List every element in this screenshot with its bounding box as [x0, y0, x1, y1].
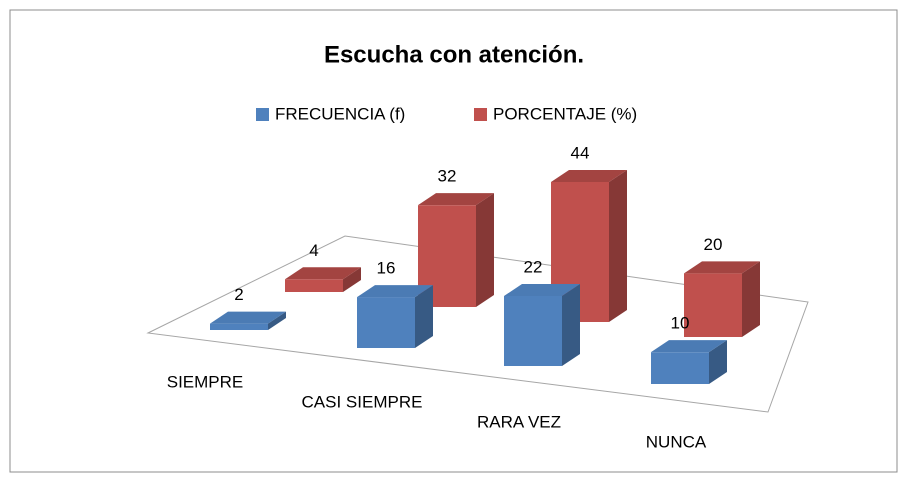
data-label: 2 [234, 285, 243, 304]
bar-side [415, 285, 433, 348]
chart-title: Escucha con atención. [324, 41, 584, 68]
data-label: 22 [524, 257, 543, 276]
bar-top [418, 193, 494, 206]
bar-side [343, 267, 361, 292]
bar-front [651, 352, 709, 384]
data-label: 20 [704, 235, 723, 254]
category-label: SIEMPRE [167, 372, 244, 391]
bar [684, 261, 760, 337]
bar-front [504, 296, 562, 366]
legend-label: FRECUENCIA (f) [275, 104, 405, 123]
bar-front [210, 323, 268, 330]
bar [651, 340, 727, 384]
bar-top [210, 311, 286, 324]
bar-side [268, 311, 286, 330]
bar-front [684, 273, 742, 337]
data-label: 44 [571, 143, 590, 162]
bar-front [357, 297, 415, 348]
bar-side [709, 340, 727, 384]
legend-label: PORCENTAJE (%) [493, 104, 637, 123]
bar-top [285, 267, 361, 280]
data-label: 10 [671, 314, 690, 333]
bar-side [562, 284, 580, 366]
bar-side [742, 261, 760, 337]
legend-swatch [474, 108, 487, 121]
data-label: 16 [377, 259, 396, 278]
bar-side [609, 170, 627, 322]
category-label: RARA VEZ [477, 412, 561, 431]
data-label: 32 [438, 167, 457, 186]
data-label: 4 [309, 241, 318, 260]
bar [357, 285, 433, 348]
bar-top [504, 284, 580, 296]
bar-top [551, 170, 627, 182]
bar-front [285, 279, 343, 292]
category-label: NUNCA [646, 432, 707, 451]
bar-side [476, 193, 494, 307]
category-label: CASI SIEMPRE [302, 392, 423, 411]
legend-swatch [256, 108, 269, 121]
bar [551, 170, 627, 322]
bar [504, 284, 580, 366]
bar-top [684, 261, 760, 274]
bar [285, 267, 361, 292]
bar-top [357, 285, 433, 298]
bar-top [651, 340, 727, 353]
bar [210, 311, 286, 330]
